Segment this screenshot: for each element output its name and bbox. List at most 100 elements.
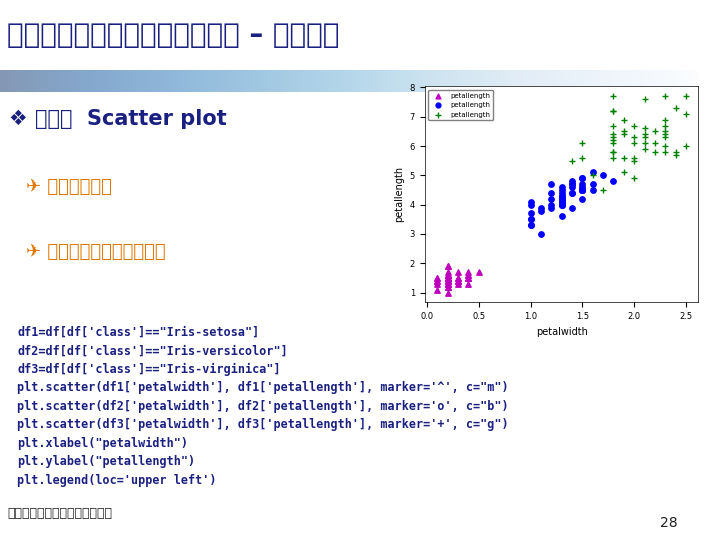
petallength: [566, 188, 577, 197]
petallength: [462, 268, 474, 276]
petallength: [452, 274, 464, 282]
petallength: [660, 147, 671, 156]
petallength: [566, 180, 577, 188]
petallength: [608, 121, 619, 130]
petallength: [431, 276, 443, 285]
petallength: [556, 212, 567, 221]
petallength: [577, 139, 588, 147]
petallength: [442, 282, 454, 291]
petallength: [452, 276, 464, 285]
petallength: [525, 215, 536, 224]
petallength: [442, 262, 454, 271]
petallength: [442, 276, 454, 285]
petallength: [660, 116, 671, 124]
petallength: [587, 171, 598, 180]
petallength: [442, 262, 454, 271]
petallength: [442, 274, 454, 282]
petallength: [546, 203, 557, 212]
petallength: [608, 153, 619, 162]
petallength: [556, 200, 567, 209]
petallength: [629, 133, 640, 141]
Text: ✈ 讓不同類的樣本色彩不同: ✈ 讓不同類的樣本色彩不同: [26, 243, 166, 261]
petallength: [442, 280, 454, 288]
petallength: [442, 271, 454, 279]
petallength: [587, 186, 598, 194]
petallength: [577, 186, 588, 194]
petallength: [660, 130, 671, 139]
Text: plt.scatter(df3['petalwidth'], df3['petallength'], marker='+', c="g"): plt.scatter(df3['petalwidth'], df3['peta…: [17, 418, 509, 431]
petallength: [442, 271, 454, 279]
petallength: [608, 106, 619, 115]
petallength: [577, 183, 588, 191]
petallength: [442, 271, 454, 279]
petallength: [442, 274, 454, 282]
petallength: [462, 274, 474, 282]
petallength: [618, 153, 629, 162]
petallength: [525, 221, 536, 230]
petallength: [608, 177, 619, 186]
petallength: [546, 200, 557, 209]
petallength: [452, 280, 464, 288]
petallength: [577, 186, 588, 194]
petallength: [618, 116, 629, 124]
petallength: [431, 285, 443, 294]
Text: ✈ 多色彩的版本: ✈ 多色彩的版本: [26, 178, 112, 196]
petallength: [566, 180, 577, 188]
petallength: [618, 127, 629, 136]
petallength: [442, 276, 454, 285]
petallength: [442, 280, 454, 288]
petallength: [566, 188, 577, 197]
petallength: [639, 145, 650, 153]
petallength: [462, 274, 474, 282]
petallength: [577, 180, 588, 188]
petallength: [629, 139, 640, 147]
petallength: [442, 274, 454, 282]
petallength: [442, 276, 454, 285]
petallength: [608, 136, 619, 145]
Text: df3=df[df['class']=="Iris-virginica"]: df3=df[df['class']=="Iris-virginica"]: [17, 363, 281, 376]
petallength: [452, 268, 464, 276]
Text: df1=df[df['class']=="Iris-setosa"]: df1=df[df['class']=="Iris-setosa"]: [17, 326, 260, 339]
petallength: [556, 188, 567, 197]
Text: plt.xlabel("petalwidth"): plt.xlabel("petalwidth"): [17, 437, 189, 450]
petallength: [587, 168, 598, 177]
petallength: [442, 280, 454, 288]
petallength: [670, 151, 681, 159]
petallength: [577, 186, 588, 194]
petallength: [598, 186, 609, 194]
petallength: [442, 288, 454, 297]
petallength: [431, 280, 443, 288]
petallength: [525, 209, 536, 218]
petallength: [566, 183, 577, 191]
petallength: [670, 147, 681, 156]
petallength: [660, 133, 671, 141]
petallength: [566, 177, 577, 186]
petallength: [442, 280, 454, 288]
petallength: [680, 92, 692, 100]
petallength: [608, 133, 619, 141]
petallength: [660, 92, 671, 100]
petallength: [546, 180, 557, 188]
petallength: [577, 153, 588, 162]
petallength: [473, 268, 485, 276]
petallength: [556, 198, 567, 206]
petallength: [442, 276, 454, 285]
petallength: [431, 276, 443, 285]
petallength: [556, 186, 567, 194]
petallength: [535, 203, 546, 212]
petallength: [442, 276, 454, 285]
petallength: [442, 271, 454, 279]
petallength: [556, 183, 567, 191]
petallength: [670, 104, 681, 112]
petallength: [556, 194, 567, 203]
petallength: [556, 200, 567, 209]
petallength: [618, 168, 629, 177]
Text: 呈現資料分佈與關聯的圖形製作 – 二維資料: 呈現資料分佈與關聯的圖形製作 – 二維資料: [7, 21, 339, 49]
petallength: [608, 130, 619, 139]
petallength: [639, 139, 650, 147]
petallength: [462, 271, 474, 279]
petallength: [608, 106, 619, 115]
petallength: [525, 200, 536, 209]
petallength: [442, 274, 454, 282]
petallength: [442, 274, 454, 282]
